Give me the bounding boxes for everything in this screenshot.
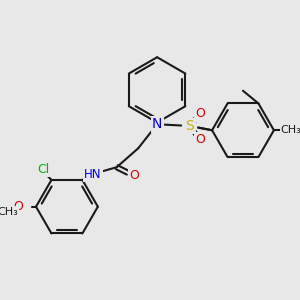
Text: CH₃: CH₃ [0, 207, 18, 217]
Text: O: O [195, 133, 205, 146]
Text: O: O [195, 107, 205, 120]
Text: O: O [13, 200, 23, 213]
Text: HN: HN [84, 167, 101, 181]
Text: O: O [129, 169, 139, 182]
Text: N: N [152, 117, 162, 131]
Text: S: S [185, 119, 194, 133]
Text: CH₃: CH₃ [281, 125, 300, 135]
Text: Cl: Cl [37, 163, 49, 176]
